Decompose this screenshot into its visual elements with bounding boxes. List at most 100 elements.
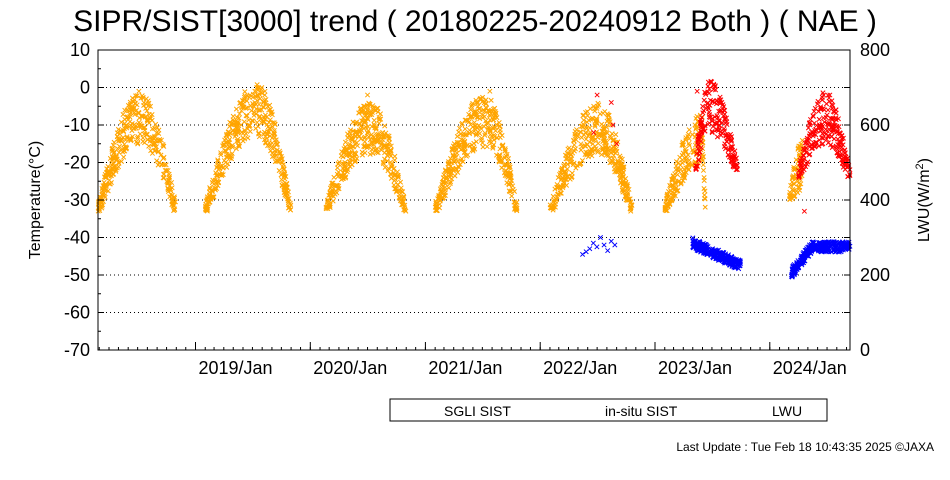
sgli-sist-point [462, 126, 468, 132]
sgli-sist-point [370, 103, 376, 109]
in-situ-sist-point [715, 115, 721, 121]
sgli-sist-point [680, 141, 686, 147]
sgli-sist-point [214, 173, 220, 179]
sgli-sist-point [253, 93, 259, 99]
sgli-sist-point [449, 160, 455, 166]
sgli-sist-point [327, 203, 333, 209]
sgli-sist-point [378, 116, 384, 122]
in-situ-sist-point [833, 110, 839, 116]
sgli-sist-point [279, 159, 285, 165]
sgli-sist-point [254, 97, 260, 104]
in-situ-sist-point [725, 152, 732, 158]
sgli-sist-point [342, 144, 348, 150]
sgli-sist-point [233, 106, 239, 112]
sgli-sist-point [549, 205, 555, 211]
sgli-sist-point [370, 150, 376, 156]
sgli-sist-point [271, 131, 277, 137]
sgli-sist-point [101, 184, 107, 190]
sgli-sist-point [591, 103, 597, 109]
sgli-sist-point [585, 154, 591, 160]
sgli-sist-point [126, 136, 132, 142]
sgli-sist-point [457, 161, 463, 167]
lwu-point [702, 250, 708, 256]
sgli-sist-point [578, 147, 584, 153]
lwu-point [580, 251, 586, 257]
sgli-sist-point [96, 205, 102, 212]
sgli-sist-point [616, 168, 622, 174]
sgli-sist-point [588, 146, 594, 152]
sgli-sist-point [602, 149, 608, 155]
in-situ-sist-point [813, 122, 820, 128]
sgli-sist-point [262, 116, 268, 122]
sgli-sist-point [504, 151, 510, 158]
sgli-sist-point [606, 117, 612, 123]
bottom-tick-label: 2019/Jan [198, 358, 272, 378]
in-situ-sist-point [818, 128, 824, 134]
sgli-sist-point [218, 150, 224, 156]
sgli-sist-point [143, 101, 149, 107]
sgli-sist-point [149, 111, 155, 118]
in-situ-sist-point [818, 105, 824, 111]
sgli-sist-point [479, 140, 486, 146]
in-situ-sist-point [840, 164, 846, 170]
lwu-point [717, 249, 723, 256]
sgli-sist-point [124, 125, 130, 131]
sgli-sist-point [553, 196, 559, 202]
sgli-sist-point [266, 119, 272, 125]
sgli-sist-point [613, 132, 619, 138]
sgli-sist-point [376, 117, 382, 123]
sgli-sist-point [141, 100, 147, 106]
sgli-sist-point [282, 171, 288, 177]
sgli-sist-point [485, 120, 491, 126]
right-tick-label: 800 [860, 40, 890, 60]
sgli-sist-point [469, 102, 475, 108]
sgli-sist-point [673, 185, 679, 191]
sgli-sist-point [146, 143, 152, 149]
sgli-sist-point [590, 134, 596, 140]
sgli-sist-point [327, 189, 333, 195]
sgli-sist-point [447, 181, 453, 187]
left-tick-label: 10 [70, 40, 90, 60]
in-situ-sist-point [824, 136, 830, 142]
sgli-sist-point [215, 157, 221, 163]
sgli-sist-point [285, 205, 291, 211]
sgli-sist-point [227, 153, 233, 159]
sgli-sist-point [685, 134, 691, 140]
sgli-sist-point [791, 181, 797, 187]
in-situ-sist-point [825, 132, 831, 139]
lwu-point [794, 266, 800, 273]
sgli-sist-point [378, 142, 384, 148]
sgli-sist-point [680, 172, 686, 178]
sgli-sist-point [224, 164, 230, 170]
sgli-sist-point [227, 123, 233, 129]
sgli-sist-point [101, 179, 107, 186]
sgli-sist-point [480, 144, 486, 150]
sgli-sist-point [611, 166, 617, 172]
sgli-sist-point [118, 138, 124, 144]
in-situ-sist-point [803, 164, 809, 170]
sgli-sist-point [562, 161, 568, 167]
sgli-sist-point [443, 176, 449, 182]
in-situ-sist-point [698, 128, 704, 134]
in-situ-sist-point [819, 141, 825, 147]
sgli-sist-point [480, 94, 486, 100]
in-situ-sist-point [694, 151, 700, 157]
sgli-sist-point [227, 119, 233, 125]
sgli-sist-point [611, 137, 617, 143]
in-situ-sist-point [798, 165, 804, 171]
sgli-sist-point [286, 195, 292, 201]
sgli-sist-point [220, 143, 226, 149]
sgli-sist-point [512, 202, 518, 209]
sgli-sist-point [454, 133, 460, 139]
sgli-sist-point [488, 97, 494, 103]
sgli-sist-point [462, 142, 468, 148]
sgli-sist-point [456, 139, 462, 145]
sgli-sist-point [574, 130, 580, 136]
sgli-sist-point [213, 170, 219, 176]
sgli-sist-point [377, 133, 383, 139]
sgli-sist-point [211, 194, 217, 200]
sgli-sist-point [433, 199, 439, 205]
sgli-sist-point [600, 126, 606, 132]
chart-title: SIPR/SIST[3000] trend ( 20180225-2024091… [73, 5, 877, 38]
sgli-sist-point [499, 143, 505, 149]
